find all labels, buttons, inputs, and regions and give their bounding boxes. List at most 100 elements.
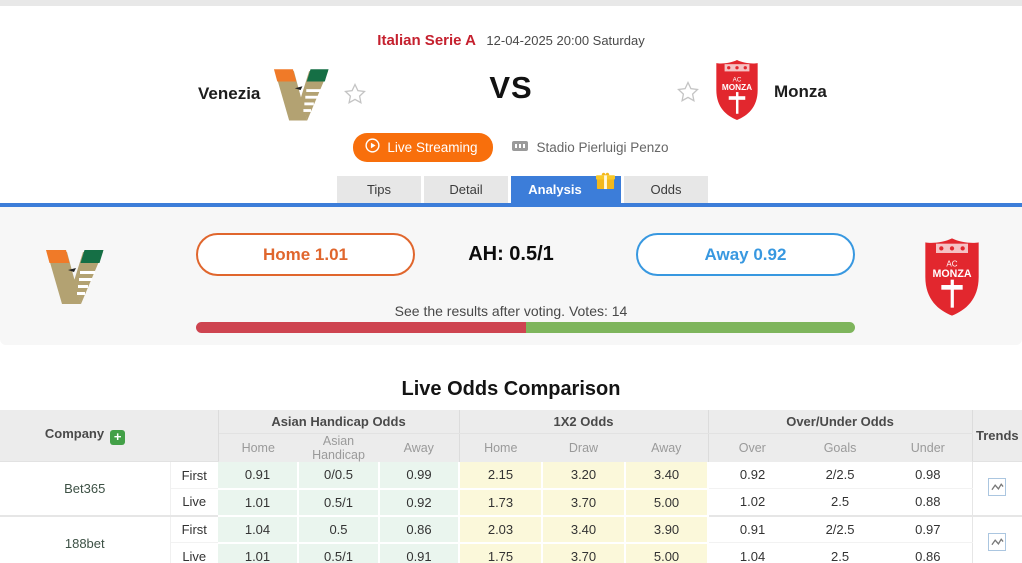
stream-row: Live Streaming Stadio Pierluigi Penzo [0, 133, 1022, 162]
gift-icon [595, 171, 616, 193]
row-type: First [170, 514, 218, 543]
odds-title: Live Odds Comparison [401, 378, 621, 400]
row-type-header [170, 410, 219, 462]
live-streaming-label: Live Streaming [387, 139, 478, 155]
group-over-under: Over/Under Odds [708, 410, 973, 434]
home-team-logo [273, 61, 330, 128]
odds-cell: 0/0.5 [298, 461, 380, 490]
vote-bar-home [196, 322, 526, 333]
odds-cell: 1.04 [218, 514, 299, 544]
away-team-group: AC MONZA Monza [676, 58, 827, 126]
odds-cell: 0.86 [884, 542, 973, 563]
svg-text:AC: AC [946, 259, 957, 268]
odds-cell: 2.5 [796, 542, 885, 563]
vote-home-button[interactable]: Home 1.01 [196, 233, 415, 276]
tab-analysis[interactable]: Analysis [511, 172, 621, 203]
odds-cell: 3.40 [625, 461, 710, 490]
vote-result-bar [196, 322, 855, 333]
company-header-label: Company [44, 426, 105, 441]
table-row: Bet365 First 0.91 0/0.5 0.99 2.15 3.20 3… [0, 461, 1022, 516]
odds-cell: 0.92 [379, 488, 460, 517]
company-name[interactable]: 188bet [0, 514, 171, 563]
sub-ou-goals: Goals [796, 433, 885, 462]
tab-analysis-label: Analysis [528, 182, 582, 197]
trend-chart-icon[interactable] [988, 532, 1007, 551]
odds-cell: 0.5/1 [298, 488, 380, 517]
match-header: Italian Serie A 12-04-2025 20:00 Saturda… [0, 32, 1022, 50]
sub-ah-handicap: Asian Handicap [298, 433, 379, 462]
odds-cell: 2.03 [459, 514, 543, 544]
odds-cell: 0.5 [298, 514, 380, 544]
away-favorite-star-icon[interactable] [676, 80, 700, 104]
venue: Stadio Pierluigi Penzo [511, 139, 669, 156]
odds-cell: 2.15 [459, 461, 543, 490]
group-asian-handicap: Asian Handicap Odds [218, 410, 460, 434]
odds-cell: 0.86 [379, 514, 460, 544]
odds-cell: 3.70 [542, 542, 626, 563]
plus-icon[interactable]: + [110, 430, 126, 445]
top-bar [0, 0, 1022, 6]
away-team-logo-large: AC MONZA [921, 237, 983, 322]
away-team-name[interactable]: Monza [774, 82, 827, 101]
tab-odds[interactable]: Odds [624, 176, 708, 203]
odds-cell: 1.02 [708, 488, 797, 516]
sub-ou-over: Over [708, 433, 797, 462]
odds-cell: 1.75 [459, 542, 543, 563]
trends-cell [971, 461, 1022, 516]
odds-cell: 0.91 [379, 542, 460, 563]
group-1x2: 1X2 Odds [459, 410, 709, 434]
row-type: Live [170, 542, 218, 563]
tab-detail[interactable]: Detail [424, 176, 508, 203]
live-streaming-button[interactable]: Live Streaming [353, 133, 494, 162]
sub-1x2-draw: Draw [542, 433, 625, 462]
asian-handicap-label: AH: 0.5/1 [468, 243, 554, 265]
odds-cell: 2.5 [796, 488, 885, 516]
vote-bar-away [525, 322, 855, 333]
odds-cell: 1.01 [218, 542, 299, 563]
tab-bar: Tips Detail Analysis Odds [337, 172, 708, 203]
venue-name: Stadio Pierluigi Penzo [536, 140, 669, 155]
vote-panel: Home 1.01 AH: 0.5/1 Away 0.92 See the re… [0, 207, 1022, 345]
odds-cell: 0.98 [884, 461, 973, 489]
odds-cell: 0.92 [708, 461, 797, 489]
sub-1x2-home: Home [459, 433, 542, 462]
odds-cell: 0.99 [379, 461, 460, 490]
vote-away-button[interactable]: Away 0.92 [636, 233, 855, 276]
odds-cell: 0.91 [218, 461, 299, 490]
row-type: First [170, 461, 218, 489]
odds-cell: 0.91 [708, 514, 797, 543]
stadium-icon [511, 139, 529, 156]
odds-cell: 0.88 [884, 488, 973, 516]
home-team-logo-large [45, 241, 105, 312]
odds-cell: 3.20 [542, 461, 626, 490]
home-team-group: Venezia [198, 62, 367, 126]
svg-text:AC: AC [733, 76, 742, 83]
odds-cell: 5.00 [625, 488, 710, 517]
tab-tips[interactable]: Tips [337, 176, 421, 203]
table-row: Live 1.01 0.5/1 0.92 1.73 3.70 5.00 1.02… [0, 488, 1022, 517]
league-name[interactable]: Italian Serie A [377, 32, 476, 49]
odds-cell: 3.70 [542, 488, 626, 517]
sub-ah-away: Away [379, 433, 460, 462]
company-name[interactable]: Bet365 [0, 461, 171, 516]
odds-cell: 5.00 [625, 542, 710, 563]
sub-1x2-away: Away [625, 433, 709, 462]
trends-cell [971, 514, 1022, 563]
svg-text:MONZA: MONZA [722, 83, 752, 92]
odds-cell: 0.5/1 [298, 542, 380, 563]
odds-cell: 2/2.5 [796, 461, 885, 489]
vs-label: VS [489, 70, 533, 105]
svg-text:MONZA: MONZA [932, 268, 971, 280]
home-team-name[interactable]: Venezia [198, 84, 261, 103]
home-favorite-star-icon[interactable] [343, 82, 367, 106]
trend-chart-icon[interactable] [988, 477, 1007, 496]
odds-cell: 3.40 [542, 514, 626, 544]
odds-table: Company + Asian Handicap Odds 1X2 Odds Ov… [0, 410, 1022, 563]
odds-cell: 2/2.5 [796, 514, 885, 543]
match-datetime: 12-04-2025 20:00 Saturday [486, 33, 645, 48]
odds-cell: 1.04 [708, 542, 797, 563]
odds-cell: 1.01 [218, 488, 299, 517]
company-header: Company + [0, 410, 170, 462]
table-row: Live 1.01 0.5/1 0.91 1.75 3.70 5.00 1.04… [0, 542, 1022, 563]
